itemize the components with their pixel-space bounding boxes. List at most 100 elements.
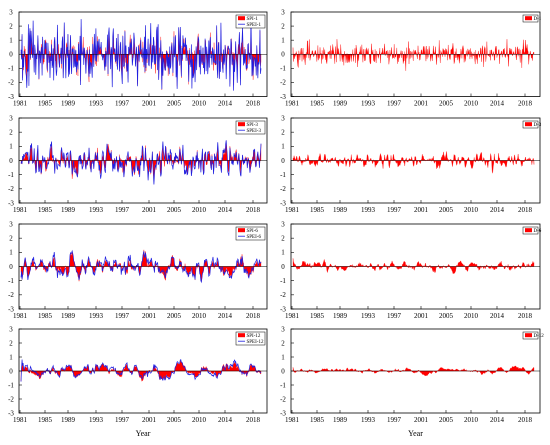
y-tick-label: 3 [281,114,285,122]
spei-line [20,16,262,91]
y-tick-label: 1 [281,36,285,44]
x-tick-label: 2005 [439,206,454,214]
spei-line [20,359,262,382]
x-tick-label: 2014 [490,100,505,108]
x-tick-label: 2001 [414,312,429,320]
y-tick-label: -2 [8,185,14,193]
x-tick-label: 1993 [361,312,376,320]
x-tick-label: 1989 [333,416,348,424]
x-axis-title: Year [136,429,151,438]
x-tick-label: 1981 [13,100,28,108]
y-tick-label: -3 [8,409,14,417]
legend-swatch-fill [238,16,245,21]
y-tick-label: 3 [281,8,285,16]
y-tick-label: 0 [281,51,285,59]
x-tick-label: 1985 [38,416,53,424]
x-tick-label: 1989 [333,206,348,214]
y-tick-label: -3 [8,93,14,101]
legend-label: SPEI-1 [247,23,262,28]
x-tick-label: 2014 [490,312,505,320]
x-tick-label: 2001 [414,100,429,108]
x-tick-label: 2005 [439,416,454,424]
legend-label: SPEI-6 [247,235,262,240]
y-tick-label: 2 [9,234,13,242]
x-tick-label: 1989 [333,312,348,320]
y-tick-label: 3 [9,325,13,333]
x-tick-label: 2010 [192,100,207,108]
x-tick-label: 2010 [464,416,479,424]
y-tick-label: -3 [8,305,14,313]
difference-area [292,39,535,71]
y-tick-label: 3 [281,325,285,333]
x-tick-label: 2005 [167,312,182,320]
y-tick-label: -2 [8,79,14,87]
x-tick-label: 1989 [61,100,76,108]
y-tick-label: 2 [281,128,285,136]
x-tick-label: 2018 [246,312,261,320]
y-tick-label: 2 [9,128,13,136]
x-tick-label: 2014 [218,416,233,424]
legend-label: D-12 [534,334,545,339]
y-tick-label: 1 [9,36,13,44]
y-tick-label: 0 [9,51,13,59]
y-tick-label: 0 [281,157,285,165]
difference-area [292,151,535,174]
spei-line [20,140,262,185]
y-tick-label: 1 [9,143,13,151]
y-tick-label: 1 [281,249,285,257]
y-tick-label: 2 [281,339,285,347]
y-tick-label: 1 [9,353,13,361]
x-tick-label: 1997 [387,206,402,214]
x-tick-label: 1981 [13,206,28,214]
y-tick-label: -1 [280,65,286,73]
x-tick-label: 1997 [387,312,402,320]
legend-label: SPI-3 [247,123,259,128]
y-tick-label: -3 [280,93,286,101]
x-tick-label: 2018 [518,206,533,214]
legend: D-6 [522,226,542,235]
spei-line [20,249,262,284]
y-tick-label: 0 [9,367,13,375]
x-tick-label: 2014 [218,206,233,214]
x-tick-label: 2001 [414,206,429,214]
x-tick-label: 2005 [439,100,454,108]
x-tick-label: 2001 [142,312,157,320]
x-tick-label: 2001 [414,416,429,424]
x-tick-label: 1981 [285,312,300,320]
y-tick-label: 2 [281,234,285,242]
legend-label: D-6 [534,229,542,234]
x-tick-label: 1993 [89,416,104,424]
x-tick-label: 1989 [61,416,76,424]
x-tick-label: 1985 [38,206,53,214]
x-tick-label: 2018 [518,100,533,108]
legend-label: SPEI-3 [247,129,262,134]
y-tick-label: 0 [9,263,13,271]
legend-swatch-fill [238,333,245,338]
x-tick-label: 1985 [310,206,325,214]
x-tick-label: 2005 [167,206,182,214]
x-tick-label: 2014 [490,416,505,424]
x-tick-label: 2010 [464,206,479,214]
x-tick-label: 2010 [192,312,207,320]
x-tick-label: 1997 [115,100,130,108]
y-tick-label: -1 [280,277,286,285]
y-tick-label: -1 [8,277,14,285]
x-tick-label: 1989 [333,100,348,108]
y-tick-label: -1 [280,381,286,389]
y-tick-label: -2 [8,291,14,299]
x-tick-label: 2014 [218,312,233,320]
x-tick-label: 2005 [167,416,182,424]
x-tick-label: 1997 [387,100,402,108]
y-tick-label: -2 [280,291,286,299]
